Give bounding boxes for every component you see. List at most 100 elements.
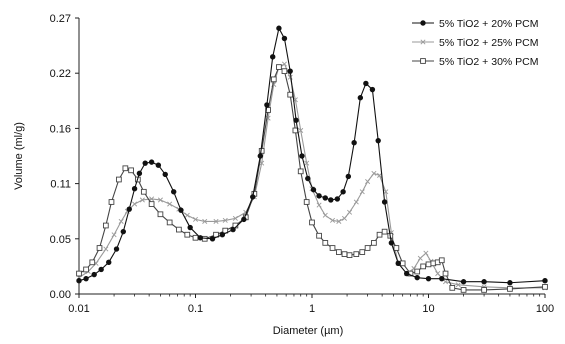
series-3-point — [184, 231, 191, 238]
x-tick-label: 0.01 — [68, 303, 89, 315]
series-1-point — [241, 216, 247, 223]
legend-swatch-marker — [420, 39, 426, 45]
series-1-point — [460, 279, 467, 285]
series-3-point — [438, 257, 445, 264]
series-1-point — [287, 68, 293, 74]
series-1-point — [126, 206, 132, 212]
series-3-point — [371, 240, 377, 246]
series-2-point — [118, 218, 124, 224]
series-3-point — [157, 211, 164, 218]
series-3-point — [449, 285, 456, 291]
x-tick-label: 0.1 — [188, 303, 203, 315]
series-3-point — [102, 222, 109, 229]
series-1 — [76, 25, 548, 286]
series-1-point — [264, 102, 270, 108]
series-1-point — [369, 86, 376, 93]
series-1-point — [148, 159, 155, 165]
series-1-point — [270, 54, 276, 60]
series-1-point — [345, 173, 352, 180]
legend-item-2: 5% TiO2 + 25% PCM — [412, 37, 539, 49]
series-1-point — [187, 224, 193, 231]
series-2-point — [304, 160, 310, 166]
series-1-point — [76, 278, 82, 284]
series-3-point — [442, 270, 449, 277]
series-1-point — [542, 278, 548, 284]
series-3-point — [309, 219, 315, 226]
series-3-point — [122, 165, 129, 172]
series-2-point — [298, 127, 304, 133]
series-2-point — [371, 170, 377, 176]
series-3-point — [346, 252, 353, 259]
series-3-point — [353, 251, 360, 257]
series-1-point — [136, 170, 143, 177]
series-layer — [76, 25, 548, 293]
series-1-point — [425, 275, 432, 282]
series-1-point — [363, 80, 369, 87]
series-3-point — [108, 199, 115, 205]
x-tick-label: 1 — [309, 303, 315, 315]
series-3-point — [341, 251, 348, 257]
series-3-point — [89, 259, 96, 266]
series-2-point — [435, 271, 441, 277]
series-2-point — [316, 202, 322, 208]
series-1-point — [340, 189, 346, 195]
series-1-point — [98, 266, 104, 273]
series-1-point — [281, 35, 288, 42]
x-axis-label: Diameter (µm) — [273, 325, 344, 337]
series-2-point — [377, 172, 383, 178]
series-1-point — [507, 280, 513, 286]
series-1-point — [334, 196, 341, 202]
series-1-point — [351, 140, 357, 146]
series-2-point — [103, 246, 109, 252]
series-1-point — [162, 171, 168, 178]
series-3-point — [276, 64, 282, 70]
series-2-point — [222, 217, 228, 223]
series-1-point — [230, 226, 236, 233]
series-3-point — [393, 245, 400, 251]
series-3-point — [460, 287, 467, 293]
series-2-point — [157, 197, 163, 203]
series-3-point — [376, 231, 383, 238]
y-tick-label: 0.11 — [50, 179, 71, 191]
series-1-point — [305, 175, 311, 182]
legend-item-1: 5% TiO2 + 20% PCM — [412, 18, 539, 30]
series-1-point — [322, 195, 328, 201]
series-1-point — [257, 153, 264, 159]
series-3-point — [281, 68, 288, 75]
series-3-point — [425, 261, 432, 268]
series-1-point — [171, 189, 177, 195]
series-1-point — [404, 270, 410, 277]
series-3-point — [96, 245, 103, 251]
legend: 5% TiO2 + 20% PCM 5% TiO2 + 25% PCM 5% TiO… — [412, 18, 539, 68]
series-1-point — [310, 187, 317, 193]
series-2-point — [341, 215, 347, 221]
y-axis-label: Volume (ml/g) — [13, 122, 25, 190]
series-3-point — [303, 199, 310, 205]
series-3-point — [381, 228, 388, 235]
series-2-line — [78, 63, 545, 289]
series-1-point — [388, 240, 395, 246]
series-2-point — [365, 179, 371, 185]
series-3-point — [76, 270, 82, 277]
legend-item-3: 5% TiO2 + 30% PCM — [412, 56, 539, 68]
series-1-point — [209, 236, 216, 242]
series-1-point — [276, 25, 282, 31]
series-1-point — [299, 153, 305, 159]
series-1-point — [142, 160, 148, 166]
series-2-point — [281, 61, 287, 67]
series-1-point — [197, 235, 204, 241]
series-2-point — [423, 250, 429, 256]
series-3-point — [335, 249, 342, 255]
legend-swatch-marker — [420, 20, 426, 26]
series-2-point — [139, 197, 145, 203]
series-2-point — [336, 218, 342, 224]
legend-label: 5% TiO2 + 25% PCM — [439, 37, 539, 49]
series-1-point — [481, 279, 487, 285]
series-2-point — [322, 212, 328, 218]
series-1-point — [316, 193, 322, 199]
series-1-point — [375, 137, 381, 144]
series-3-point — [128, 167, 134, 174]
series-3-point — [329, 245, 336, 251]
x-tick-label: 10 — [422, 303, 434, 315]
